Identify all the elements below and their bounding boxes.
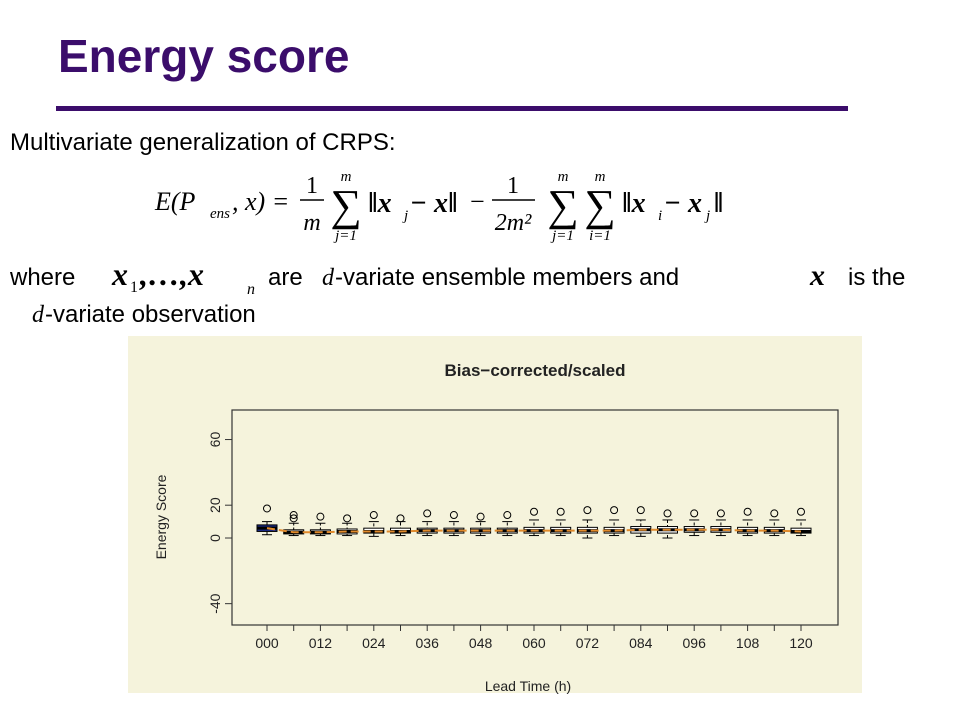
- x-tick-label: 000: [255, 635, 279, 651]
- outlier: [690, 509, 699, 518]
- where-text: -variate ensemble members and: [335, 264, 679, 291]
- where-text: -variate observation: [45, 301, 256, 328]
- formula-text: j=1: [550, 228, 574, 244]
- formula-text: m: [558, 169, 569, 185]
- title-rule: [56, 106, 848, 111]
- y-tick-label: -40: [207, 593, 223, 613]
- formula-text: j: [704, 208, 710, 224]
- where-math: x: [111, 256, 128, 292]
- where-math: d: [322, 265, 335, 291]
- y-tick-label: 0: [207, 534, 223, 542]
- chart-background: [128, 336, 862, 693]
- formula-text: ens: [210, 206, 230, 222]
- outlier: [556, 507, 565, 516]
- slide-title: Energy score: [58, 30, 349, 82]
- where-math: x: [809, 259, 825, 292]
- outlier: [369, 511, 378, 520]
- formula-text: m: [595, 169, 606, 185]
- outlier: [636, 506, 645, 515]
- outlier: [263, 504, 271, 513]
- formula-text: 1: [507, 173, 519, 199]
- formula-text: ∑: [330, 181, 361, 230]
- formula: E(P ens , x) = 1 m m ∑ j=1 ‖x j − x‖ − 1…: [154, 169, 723, 244]
- where-math: d: [32, 302, 45, 328]
- formula-text: 1: [306, 173, 318, 199]
- where-math: ,…,x: [139, 256, 204, 292]
- outlier: [610, 506, 619, 515]
- formula-text: j=1: [333, 228, 357, 244]
- outlier: [503, 511, 512, 520]
- formula-text: E(P: [154, 187, 196, 216]
- intro: Multivariate generalization of CRPS:: [10, 129, 396, 156]
- outlier: [583, 506, 592, 515]
- outlier: [476, 512, 485, 521]
- formula-text: ∑: [547, 181, 578, 230]
- y-tick-label: 60: [207, 432, 223, 448]
- where-line: where x 1 ,…,x n are d -variate ensemble…: [9, 256, 905, 328]
- formula-text: i=1: [589, 228, 611, 244]
- where-math: n: [247, 281, 255, 298]
- outlier: [423, 509, 432, 518]
- outlier: [663, 509, 672, 518]
- formula-text: ‖x: [622, 188, 646, 219]
- outlier: [289, 511, 298, 520]
- outlier: [770, 509, 779, 518]
- where-math: 1: [130, 279, 138, 296]
- plot-frame: [231, 409, 839, 626]
- where-text: is the: [848, 264, 905, 291]
- where-text: are: [268, 264, 303, 291]
- x-axis-label: Lead Time (h): [485, 678, 571, 694]
- formula-text: i: [658, 208, 662, 224]
- x-tick-label: 012: [309, 635, 333, 651]
- outlier: [716, 509, 725, 518]
- outlier: [743, 507, 752, 516]
- outlier: [316, 512, 325, 521]
- x-tick-label: 072: [576, 635, 600, 651]
- x-tick-label: 120: [789, 635, 813, 651]
- outlier: [530, 507, 538, 516]
- y-tick-label: 20: [207, 497, 223, 513]
- formula-text: − x: [664, 188, 702, 219]
- x-tick-label: 048: [469, 635, 493, 651]
- formula-text: ∑: [584, 181, 615, 230]
- x-tick-label: 036: [416, 635, 440, 651]
- formula-text: m: [303, 210, 320, 236]
- formula-text: ‖: [714, 188, 723, 219]
- x-tick-label: 096: [683, 635, 707, 651]
- outlier: [449, 511, 458, 520]
- y-axis-label: Energy Score: [153, 474, 169, 559]
- x-tick-label: 060: [522, 635, 546, 651]
- formula-text: ‖x: [368, 188, 392, 219]
- formula-text: j: [402, 208, 408, 224]
- outlier: [343, 514, 352, 523]
- chart-title: Bias−corrected/scaled: [445, 361, 626, 380]
- formula-text: m: [341, 169, 352, 185]
- x-tick-label: 024: [362, 635, 386, 651]
- formula-text: −: [470, 187, 485, 216]
- outlier: [289, 514, 298, 523]
- outlier: [396, 514, 405, 523]
- x-tick-label: 084: [629, 635, 653, 651]
- outlier: [797, 507, 805, 516]
- formula-text: , x) =: [232, 187, 289, 216]
- formula-text: − x‖: [410, 188, 458, 219]
- where-text: where: [9, 264, 75, 291]
- median-trend: [266, 527, 802, 534]
- formula-text: 2m²: [495, 210, 532, 236]
- x-tick-label: 108: [736, 635, 760, 651]
- chart: Bias−corrected/scaled Energy Score Lead …: [128, 336, 862, 694]
